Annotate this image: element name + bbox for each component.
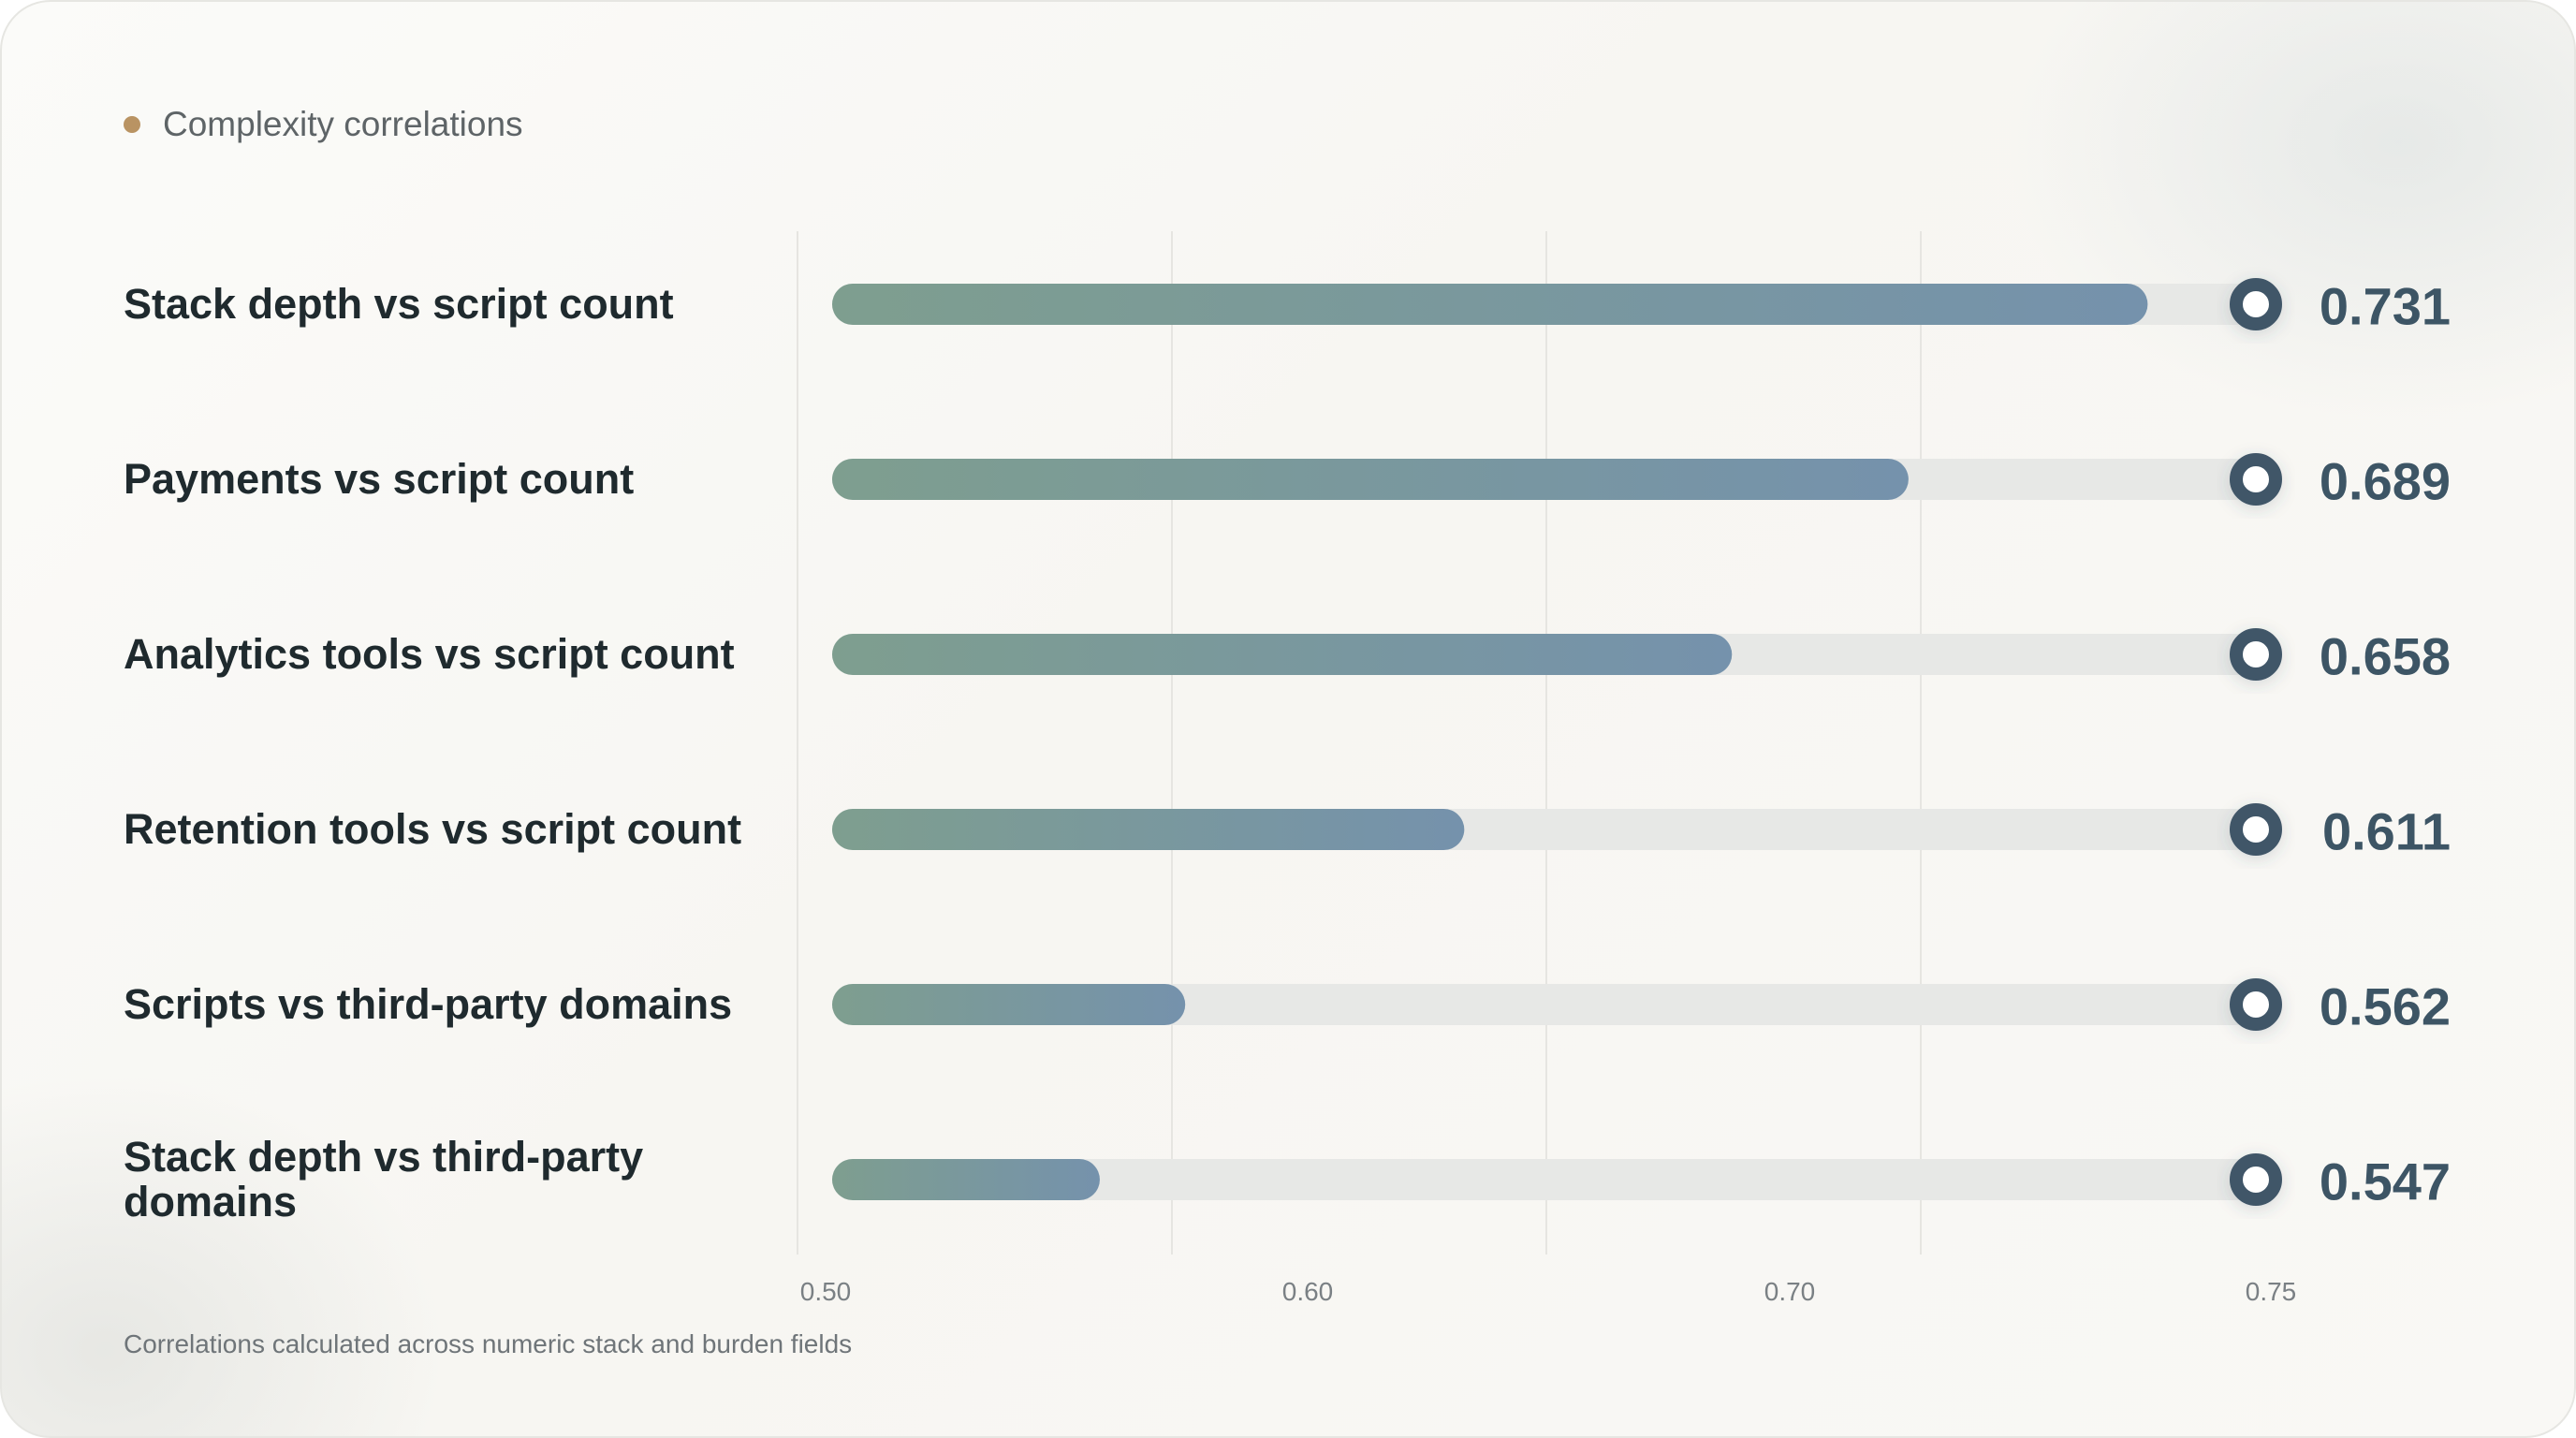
bar-end-marker: [2230, 628, 2282, 681]
category-label: Stack depth vs third-party domains: [124, 1133, 644, 1225]
category-label: Analytics tools vs script count: [124, 630, 735, 678]
chart-title: Complexity correlations: [163, 105, 523, 143]
title-dot-icon: [124, 116, 140, 133]
card-title: Complexity correlations: [124, 105, 523, 144]
category-label: Stack depth vs script count: [124, 280, 674, 328]
category-label: Retention tools vs script count: [124, 805, 742, 853]
value-label: 0.562: [2319, 976, 2451, 1036]
bar-end-marker: [2230, 453, 2282, 506]
bar-track: [832, 1159, 2256, 1200]
bar: [832, 284, 2148, 325]
bar-end-marker: [2230, 978, 2282, 1031]
bar: [832, 634, 1733, 675]
gridlines: [797, 231, 1922, 1255]
value-label: 0.611: [2321, 801, 2451, 861]
category-label: Scripts vs third-party domains: [124, 980, 733, 1028]
x-tick-label: 0.50: [799, 1277, 852, 1306]
bar: [832, 809, 1465, 850]
bar: [832, 459, 1909, 500]
category-label: Payments vs script count: [124, 455, 635, 503]
x-tick-label: 0.70: [1764, 1277, 1816, 1306]
value-label: 0.547: [2319, 1152, 2451, 1211]
bar: [832, 984, 1186, 1025]
bar-track: [832, 984, 2256, 1025]
chart-footnote: Correlations calculated across numeric s…: [124, 1329, 853, 1358]
x-tick-label: 0.75: [2245, 1277, 2297, 1306]
bar-end-marker: [2230, 278, 2282, 330]
value-label: 0.658: [2319, 626, 2451, 686]
value-label: 0.689: [2319, 451, 2451, 511]
bar-end-marker: [2230, 1153, 2282, 1206]
bar-end-marker: [2230, 803, 2282, 856]
value-label: 0.731: [2319, 276, 2451, 336]
bars: [832, 278, 2282, 1206]
bar: [832, 1159, 1100, 1200]
x-tick-label: 0.60: [1281, 1277, 1334, 1306]
